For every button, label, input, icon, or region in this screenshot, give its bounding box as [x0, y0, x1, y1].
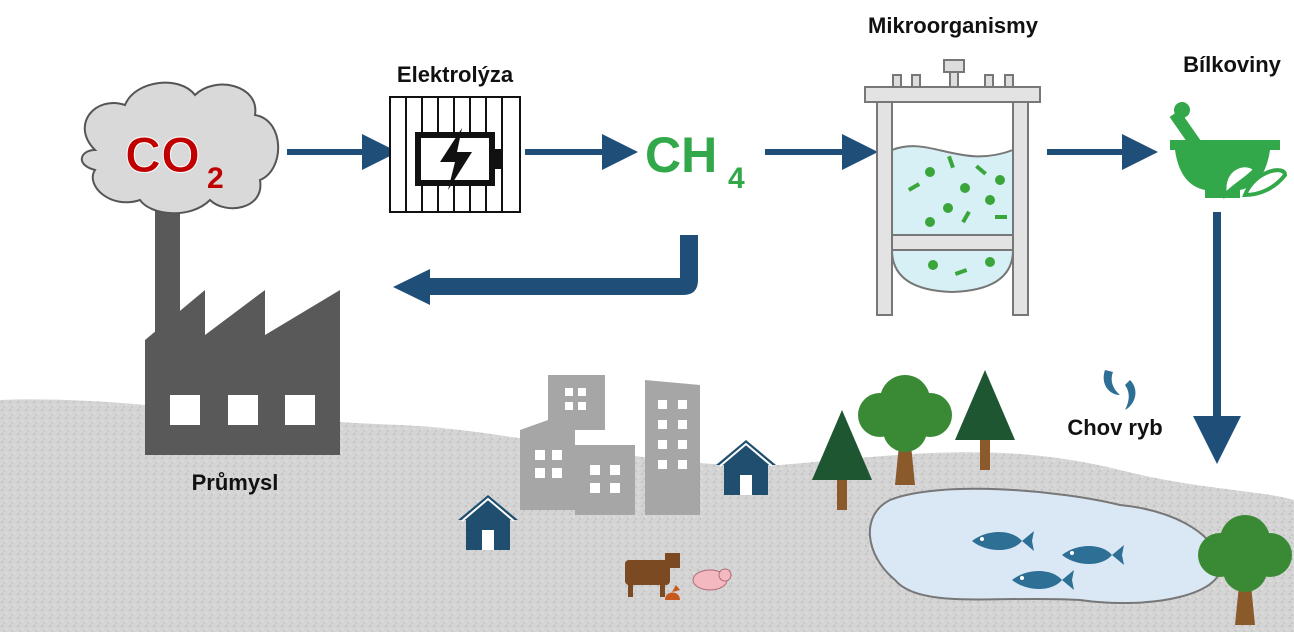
diagram: Průmysl CO 2 Elektrolýza CH 4 Mikroorgan…: [0, 0, 1294, 632]
return-arrow: [393, 235, 698, 305]
node-label: Chov ryb: [1067, 415, 1162, 440]
node-label: Bílkoviny: [1183, 52, 1282, 77]
formula: CO: [125, 127, 200, 183]
city: [520, 375, 700, 515]
formula-sub: 4: [728, 162, 745, 195]
bioreactor: [865, 60, 1040, 315]
electrolyzer: [390, 97, 520, 212]
factory: [145, 195, 340, 455]
node-label: Mikroorganismy: [868, 13, 1039, 38]
formula: CH: [645, 127, 717, 183]
node-label: Elektrolýza: [397, 62, 514, 87]
mortar: [1170, 102, 1285, 198]
formula-sub: 2: [207, 162, 224, 195]
house: [716, 440, 776, 495]
node-label: Průmysl: [192, 470, 279, 495]
fish-icon: [1104, 370, 1136, 410]
